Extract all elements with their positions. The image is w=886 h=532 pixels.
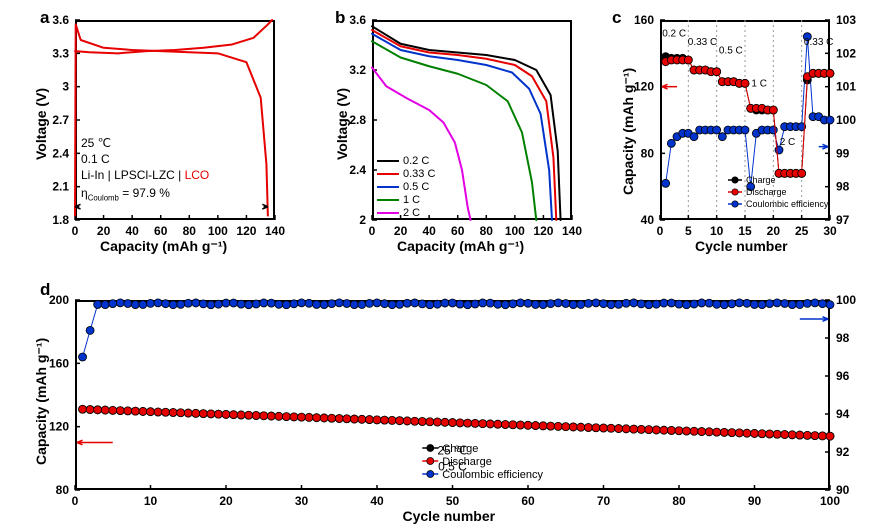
svg-text:94: 94 (836, 407, 850, 421)
svg-text:Coulombic efficiency: Coulombic efficiency (442, 469, 543, 481)
svg-text:100: 100 (836, 293, 856, 307)
panel-d-xtitle: Cycle number (403, 508, 496, 524)
svg-text:120: 120 (49, 420, 69, 434)
svg-text:30: 30 (295, 494, 309, 508)
svg-text:160: 160 (49, 356, 69, 370)
svg-text:200: 200 (49, 293, 69, 307)
svg-text:60: 60 (521, 494, 535, 508)
svg-text:40: 40 (370, 494, 384, 508)
svg-text:90: 90 (836, 483, 850, 497)
svg-text:96: 96 (836, 369, 850, 383)
panel-d-yltitle: Capacity (mAh g⁻¹) (33, 338, 50, 465)
svg-text:98: 98 (836, 331, 850, 345)
svg-text:0: 0 (72, 494, 79, 508)
svg-text:92: 92 (836, 445, 850, 459)
svg-text:50: 50 (446, 494, 460, 508)
svg-text:70: 70 (597, 494, 611, 508)
svg-text:80: 80 (56, 483, 70, 497)
figure-root: { "panelA": { "label": "a", "plot": {"le… (0, 0, 886, 532)
svg-text:80: 80 (672, 494, 686, 508)
svg-text:Discharge: Discharge (442, 456, 492, 468)
svg-text:90: 90 (748, 494, 762, 508)
svg-text:20: 20 (219, 494, 233, 508)
panel-d-plot: 0 10 20 30 40 50 60 70 80 90 100 80 120 160 200 90 92 94 9… (0, 0, 886, 532)
svg-text:Charge: Charge (442, 443, 478, 455)
svg-text:10: 10 (144, 494, 158, 508)
